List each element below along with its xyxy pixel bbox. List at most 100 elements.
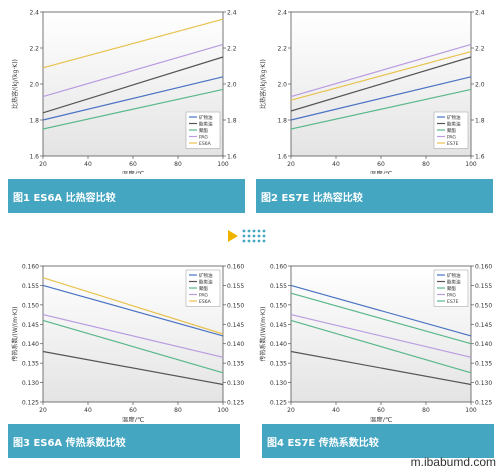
series-line xyxy=(42,43,224,98)
watermark: m.ibabumd.com xyxy=(410,455,496,469)
legend-label: PAG xyxy=(447,293,456,299)
chart-es6a-specific-heat: 1.6 1.6 1.8 1.8 2.0 2.0 2.2 2.2 2.4 2.4 20 40 60 80 10… xyxy=(8,0,245,179)
y-tick-label: 0.150 xyxy=(270,302,287,309)
y-tick-label-right: 2.2 xyxy=(475,46,485,53)
x-tick-label: 80 xyxy=(174,161,182,168)
y-tick-label: 0.145 xyxy=(270,322,287,329)
y-tick-label-right: 2.0 xyxy=(227,82,237,89)
y-tick-label: 1.8 xyxy=(29,118,39,125)
y-tick-label: 1.6 xyxy=(277,154,287,161)
y-tick-label-right: 1.6 xyxy=(475,154,485,161)
y-tick-label: 0.125 xyxy=(22,400,39,407)
series-line xyxy=(42,350,224,386)
series-line xyxy=(42,277,224,335)
legend-label: 酯类油 xyxy=(199,279,213,286)
y-tick-label-right: 0.135 xyxy=(227,361,244,368)
chart-es7e-heat-transfer: 0.125 0.125 0.130 0.130 0.135 0.135 0.140 0.140… xyxy=(256,250,493,425)
legend-label: ES6A xyxy=(199,141,212,147)
series-line xyxy=(290,56,472,112)
chart-es7e-specific-heat: 1.6 1.6 1.8 1.8 2.0 2.0 2.2 2.2 2.4 2.4 20 40 60 80 10… xyxy=(256,0,493,179)
y-tick-label-right: 1.8 xyxy=(227,118,237,125)
y-tick-label-right: 2.4 xyxy=(227,10,237,17)
y-tick-label: 2.2 xyxy=(277,46,287,53)
series-line xyxy=(42,88,224,130)
y-tick-label-right: 0.155 xyxy=(227,283,244,290)
y-tick-label: 0.160 xyxy=(270,264,287,271)
y-tick-label: 0.140 xyxy=(22,341,39,348)
legend-label: 聚酯 xyxy=(199,128,208,134)
x-tick-label: 40 xyxy=(84,407,92,414)
y-tick-label-right: 0.155 xyxy=(475,283,492,290)
y-tick-label-right: 0.135 xyxy=(475,361,492,368)
y-tick-label: 0.155 xyxy=(270,283,287,290)
y-axis-label: 比热容/(kJ/(kg·K)) xyxy=(11,59,19,109)
series-line xyxy=(42,76,224,121)
x-tick-label: 100 xyxy=(217,407,229,414)
y-tick-label: 2.4 xyxy=(29,10,39,17)
x-tick-label: 40 xyxy=(332,407,340,414)
x-tick-label: 100 xyxy=(217,161,229,168)
legend-label: 酯类油 xyxy=(447,279,461,286)
series-line xyxy=(42,56,224,114)
caption-chart-4: 图4 ES7E 传热系数比较 xyxy=(262,424,494,458)
caption-text: 图3 ES6A 传热系数比较 xyxy=(13,437,126,449)
caption-text: 图2 ES7E 比热容比较 xyxy=(261,192,363,204)
y-tick-label-right: 0.130 xyxy=(227,380,244,387)
y-tick-label: 2.4 xyxy=(277,10,287,17)
x-tick-label: 80 xyxy=(422,161,430,168)
y-tick-label: 0.150 xyxy=(22,302,39,309)
series-line xyxy=(290,313,472,358)
x-tick-label: 20 xyxy=(287,161,295,168)
series-line xyxy=(42,284,224,337)
y-tick-label-right: 2.2 xyxy=(227,46,237,53)
legend-label: 矿物油 xyxy=(199,272,213,279)
y-tick-label-right: 1.6 xyxy=(227,154,237,161)
x-axis-label: 温度/℃ xyxy=(122,415,145,422)
y-axis-label: 比热容/(kJ/(kg·K)) xyxy=(259,59,267,109)
caption-text: 图1 ES6A 比热容比较 xyxy=(13,192,116,204)
y-tick-label-right: 0.125 xyxy=(227,400,244,407)
series-line xyxy=(42,18,224,69)
y-tick-label-right: 0.150 xyxy=(475,302,492,309)
y-tick-label: 1.8 xyxy=(277,118,287,125)
x-tick-label: 40 xyxy=(84,161,92,168)
y-tick-label-right: 2.0 xyxy=(475,82,485,89)
x-tick-label: 20 xyxy=(39,407,47,414)
series-line xyxy=(290,284,472,337)
legend-label: PAG xyxy=(199,135,208,141)
caption-chart-1: 图1 ES6A 比热容比较 xyxy=(8,179,245,213)
chart-svg: 0.125 0.125 0.130 0.130 0.135 0.135 0.140 0.140… xyxy=(11,264,244,425)
series-line xyxy=(42,319,224,374)
x-axis-label: 温度/℃ xyxy=(370,415,393,422)
decorative-dots-icon xyxy=(228,229,266,243)
y-tick-label-right: 2.4 xyxy=(475,10,485,17)
y-tick-label-right: 1.8 xyxy=(475,118,485,125)
series-line xyxy=(290,43,472,98)
x-tick-label: 60 xyxy=(377,407,385,414)
x-axis-label: 温度/℃ xyxy=(122,169,145,174)
y-tick-label: 2.2 xyxy=(29,46,39,53)
y-tick-label-right: 0.160 xyxy=(227,264,244,271)
legend-label: PAG xyxy=(447,135,456,141)
y-tick-label: 0.125 xyxy=(270,400,287,407)
y-tick-label: 0.130 xyxy=(270,380,287,387)
y-tick-label-right: 0.160 xyxy=(475,264,492,271)
chart-svg: 1.6 1.6 1.8 1.8 2.0 2.0 2.2 2.2 2.4 2.4 20 40 60 80 10… xyxy=(259,10,485,179)
legend-label: 矿物油 xyxy=(447,272,461,279)
x-axis-label: 温度/℃ xyxy=(370,169,393,174)
x-tick-label: 60 xyxy=(377,161,385,168)
legend-label: 酯类油 xyxy=(199,121,213,128)
y-tick-label: 2.0 xyxy=(29,82,39,89)
chart-svg: 1.6 1.6 1.8 1.8 2.0 2.0 2.2 2.2 2.4 2.4 20 40 60 80 10… xyxy=(11,10,237,179)
legend-label: PAG xyxy=(199,293,208,299)
x-tick-label: 100 xyxy=(465,161,477,168)
y-tick-label: 0.155 xyxy=(22,283,39,290)
series-line xyxy=(290,319,472,374)
legend-label: ES7E xyxy=(447,141,459,147)
legend-label: 酯类油 xyxy=(447,121,461,128)
caption-chart-3: 图3 ES6A 传热系数比较 xyxy=(8,424,240,458)
y-tick-label: 0.145 xyxy=(22,322,39,329)
y-tick-label: 1.6 xyxy=(29,154,39,161)
y-tick-label-right: 0.125 xyxy=(475,400,492,407)
y-tick-label: 0.135 xyxy=(270,361,287,368)
